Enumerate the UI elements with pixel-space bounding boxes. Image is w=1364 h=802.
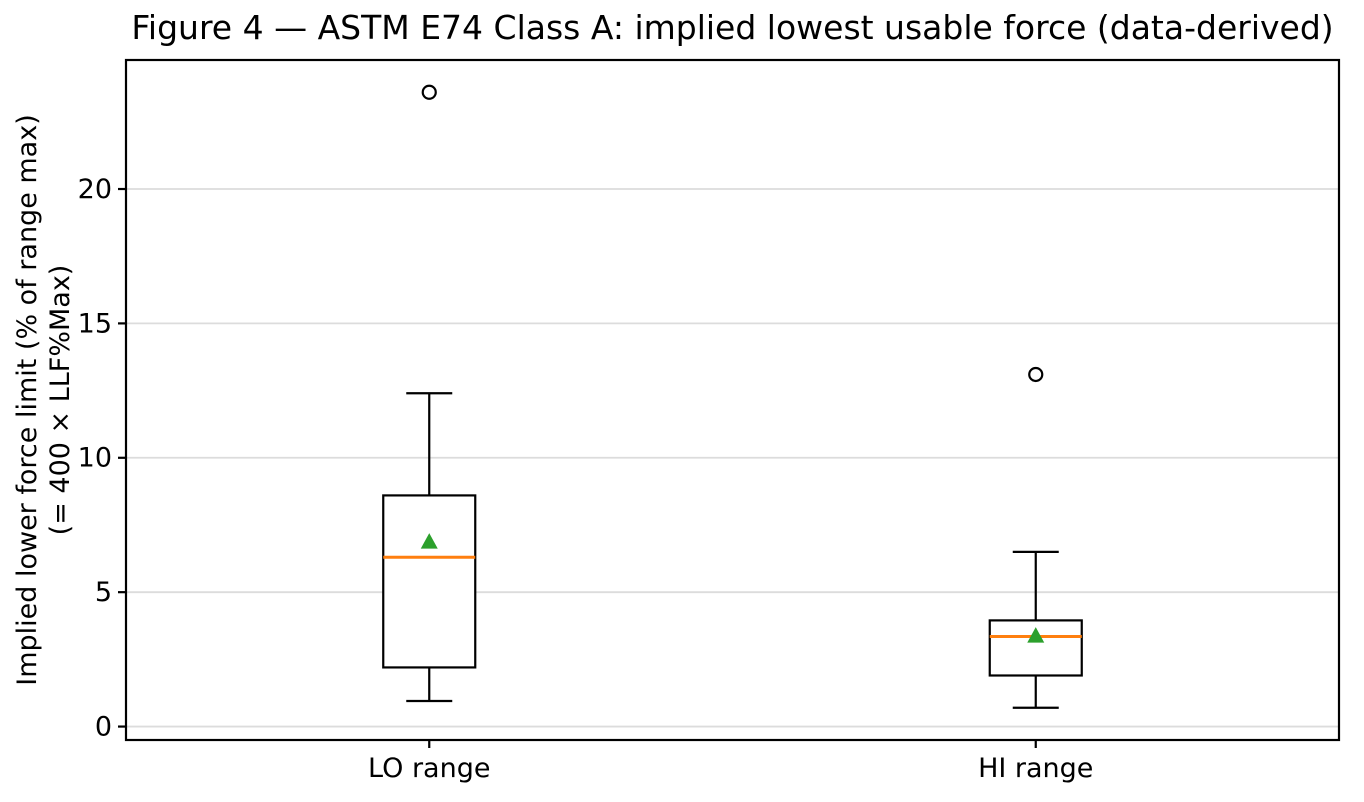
outlier-marker-hi-range-0 xyxy=(1028,366,1044,383)
y-tick-label-10: 10 xyxy=(78,443,112,474)
y-tick-label-20: 20 xyxy=(78,174,112,205)
outlier-marker-lo-range-0 xyxy=(421,84,437,100)
plot-area-border xyxy=(124,58,1341,742)
mean-marker-lo-range xyxy=(420,533,438,549)
box-rect-lo-range xyxy=(382,494,477,669)
mean-marker-hi-range xyxy=(1027,627,1045,643)
x-tick-label-hi-range: HI range xyxy=(978,753,1093,784)
x-tick-label-lo-range: LO range xyxy=(368,753,490,784)
chart-title: Figure 4 — ASTM E74 Class A: implied low… xyxy=(131,8,1334,47)
y-tick-label-5: 5 xyxy=(95,577,112,608)
y-tick-label-15: 15 xyxy=(78,308,112,339)
y-tick-label-0: 0 xyxy=(95,711,112,742)
